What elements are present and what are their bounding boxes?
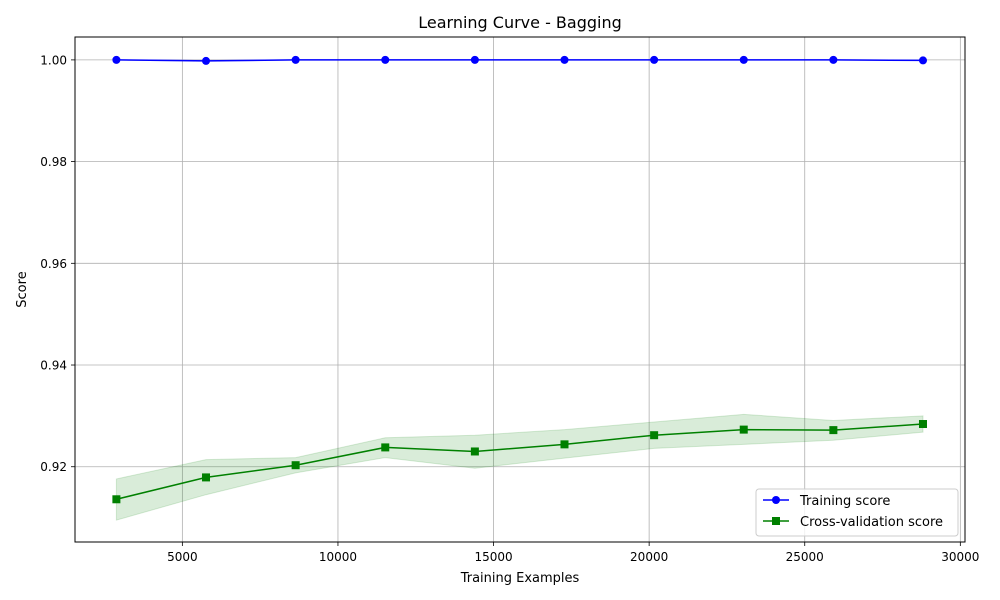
training-score-point: [291, 55, 300, 64]
x-tick-label: 20000: [630, 550, 668, 564]
x-tick-label: 30000: [941, 550, 979, 564]
training-score-line: [116, 59, 923, 62]
y-tick-label: 1.00: [40, 53, 67, 67]
training-score-point: [739, 55, 748, 64]
cv-score-point: [650, 431, 659, 440]
training-score-point: [112, 55, 121, 64]
cv-score-point: [829, 426, 838, 435]
chart-title: Learning Curve - Bagging: [418, 13, 622, 32]
training-score-point: [650, 55, 659, 64]
cv-confidence-band: [115, 413, 924, 521]
cv-score-point: [918, 420, 927, 429]
training-score-point: [829, 55, 838, 64]
x-axis-label: Training Examples: [460, 571, 580, 586]
legend-training-marker: [772, 496, 780, 504]
y-tick-label: 0.96: [40, 257, 67, 271]
cv-score-point: [112, 495, 121, 504]
x-tick-label: 10000: [319, 550, 357, 564]
y-axis-label: Score: [15, 271, 30, 307]
cv-score-point: [291, 461, 300, 470]
cv-score-point: [202, 473, 211, 482]
training-score-point: [202, 56, 211, 65]
cv-score-point: [381, 443, 390, 452]
series-markers: [112, 55, 927, 504]
cv-score-point: [560, 440, 569, 449]
training-score-point: [560, 55, 569, 64]
x-tick-label: 25000: [786, 550, 824, 564]
plot-frame: [74, 36, 966, 543]
legend-training-label: Training score: [799, 494, 890, 509]
cv-score-point: [739, 425, 748, 434]
legend-cv-label: Cross-validation score: [800, 515, 943, 530]
axis-ticks: 5000 10000 15000 20000 25000 30000 0.92 0.94 0.9…: [40, 53, 979, 564]
y-tick-label: 0.92: [40, 460, 67, 474]
y-tick-label: 0.98: [40, 155, 67, 169]
series-lines: [116, 59, 924, 501]
legend-cv-marker: [772, 517, 780, 525]
plot-area: [75, 37, 965, 542]
training-score-point: [918, 56, 927, 65]
training-score-point: [381, 55, 390, 64]
legend-box: [755, 488, 959, 537]
y-tick-label: 0.94: [40, 359, 67, 373]
training-score-point: [470, 55, 479, 64]
x-tick-label: 15000: [474, 550, 512, 564]
x-tick-label: 5000: [167, 550, 198, 564]
legend: Training score Cross-validation score: [755, 488, 959, 537]
cv-score-point: [470, 447, 479, 456]
cv-score-line: [116, 423, 924, 501]
